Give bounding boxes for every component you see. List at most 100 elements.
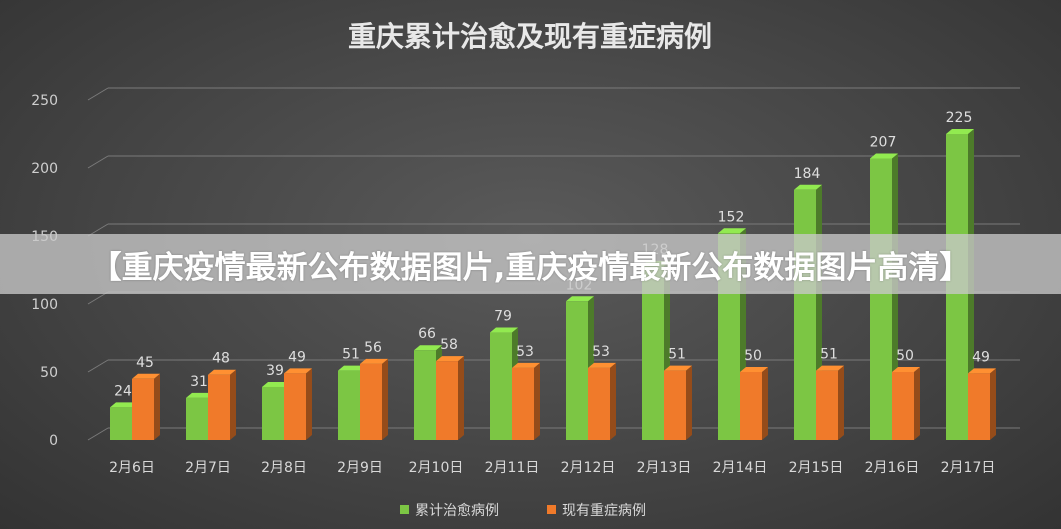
bar (436, 361, 458, 440)
x-tick-label: 2月13日 (637, 460, 692, 476)
data-label: 49 (972, 349, 990, 365)
bar (588, 367, 610, 440)
data-label: 31 (190, 374, 208, 390)
data-label: 207 (870, 134, 897, 150)
bar-top (968, 368, 996, 374)
bar-top (414, 345, 442, 351)
bar-top (664, 365, 692, 371)
bar-top (816, 365, 844, 371)
data-label: 24 (114, 383, 132, 399)
bar-side (990, 368, 996, 440)
gridline-depth (87, 359, 109, 373)
bar-side (382, 358, 388, 440)
y-tick-label: 200 (31, 161, 58, 177)
bar (208, 374, 230, 440)
gridline-depth (87, 427, 109, 441)
bar-side (230, 369, 236, 440)
bar-top (490, 327, 518, 333)
legend-swatch (547, 505, 556, 514)
x-tick-label: 2月10日 (409, 460, 464, 476)
banner-text: 【重庆疫情最新公布数据图片,重庆疫情最新公布数据图片高清】 (90, 249, 971, 286)
legend-swatch (400, 505, 409, 514)
bar-side (306, 368, 312, 440)
bar (284, 373, 306, 440)
data-label: 56 (364, 340, 382, 356)
bar-top (892, 367, 920, 372)
data-label: 53 (592, 344, 610, 360)
x-tick-label: 2月14日 (713, 460, 768, 476)
y-tick-label: 250 (31, 93, 58, 109)
bar (512, 367, 534, 440)
data-label: 51 (668, 347, 686, 363)
bar-top (870, 153, 898, 159)
y-tick-label: 50 (40, 365, 58, 381)
bar (794, 189, 816, 440)
x-tick-label: 2月9日 (337, 460, 383, 476)
bar-top (946, 129, 974, 134)
data-label: 53 (516, 344, 534, 360)
data-label: 50 (744, 348, 762, 364)
chart-title: 重庆累计治愈及现有重症病例 (348, 20, 712, 53)
legend-label: 累计治愈病例 (415, 503, 499, 519)
data-label: 48 (212, 351, 230, 367)
bar-top (132, 373, 160, 379)
data-label: 39 (266, 363, 284, 379)
bar (186, 397, 208, 440)
data-label: 51 (820, 347, 838, 363)
x-tick-label: 2月12日 (561, 460, 616, 476)
bar-top (718, 228, 746, 234)
bar (968, 373, 990, 440)
bar-top (512, 362, 540, 368)
legend: 累计治愈病例 现有重症病例 (400, 503, 646, 519)
bar-top (436, 356, 464, 362)
bar (414, 350, 436, 440)
gridline-depth (87, 155, 109, 169)
bar-top (186, 392, 214, 398)
bar (740, 372, 762, 440)
bar-side (610, 362, 616, 440)
x-tick-label: 2月15日 (789, 460, 844, 476)
y-tick-label: 100 (31, 297, 58, 313)
data-label: 45 (136, 355, 154, 371)
bar-top (740, 367, 768, 372)
bar (566, 301, 588, 440)
bar-side (762, 367, 768, 440)
bar-side (534, 362, 540, 440)
x-tick-label: 2月8日 (261, 460, 307, 476)
bar-top (262, 381, 290, 387)
bar-side (914, 367, 920, 440)
bar-top (360, 358, 388, 364)
data-label: 51 (342, 347, 360, 363)
data-label: 152 (718, 209, 745, 225)
x-tick-label: 2月6日 (109, 460, 155, 476)
bar-side (458, 356, 464, 440)
bar-top (588, 362, 616, 368)
y-tick-label: 0 (49, 433, 58, 449)
gridline-depth (87, 87, 109, 101)
x-tick-label: 2月7日 (185, 460, 231, 476)
x-tick-label: 2月17日 (941, 460, 996, 476)
x-axis: 2月6日 2月7日 2月8日 2月9日 2月10日 2月11日 2月12日 2月13日 2月14… (109, 460, 995, 476)
data-label: 58 (440, 337, 458, 353)
data-label: 79 (494, 309, 512, 325)
watermark-banner: 【重庆疫情最新公布数据图片,重庆疫情最新公布数据图片高清】 (0, 234, 1061, 294)
bar-top (284, 368, 312, 374)
bar (816, 370, 838, 440)
data-label: 49 (288, 349, 306, 365)
bar-top (208, 369, 236, 375)
bar (664, 370, 686, 440)
bar-side (838, 365, 844, 440)
bar (490, 332, 512, 440)
gridline-depth (87, 291, 109, 305)
bar (262, 386, 284, 440)
bar-side (154, 373, 160, 440)
data-label: 50 (896, 348, 914, 364)
bar (642, 265, 664, 440)
bar-top (338, 365, 366, 371)
bar-top (110, 402, 138, 408)
data-label: 225 (946, 110, 973, 126)
bar-top (566, 296, 594, 302)
bar-top (794, 184, 822, 190)
bar-side (686, 365, 692, 440)
data-label: 184 (794, 166, 821, 182)
